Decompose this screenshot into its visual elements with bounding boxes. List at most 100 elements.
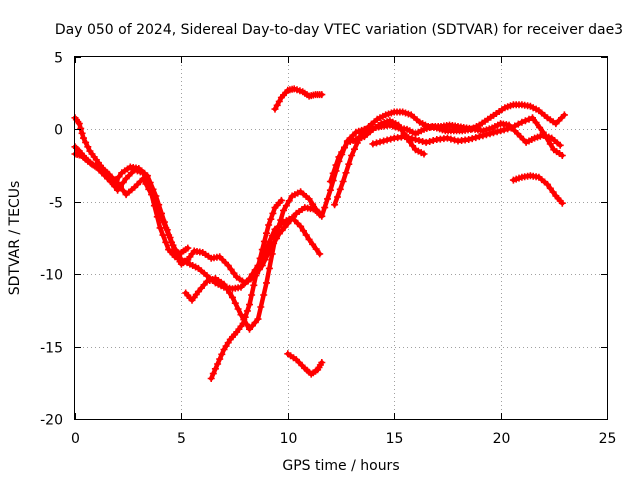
- data-point: [246, 301, 253, 309]
- x-tick-label: 0: [71, 431, 80, 447]
- data-point: [380, 137, 388, 145]
- data-point: [332, 161, 340, 169]
- data-point: [422, 138, 430, 146]
- data-point: [246, 275, 253, 282]
- data-point: [468, 135, 476, 143]
- x-tick-label: 25: [599, 431, 617, 447]
- data-point: [479, 132, 487, 140]
- data-point: [224, 262, 232, 269]
- data-point: [209, 370, 217, 378]
- data-point: [336, 185, 344, 193]
- data-point: [265, 264, 273, 272]
- data-point: [156, 224, 164, 232]
- data-point: [369, 140, 377, 148]
- data-point: [521, 117, 529, 125]
- data-point: [250, 281, 258, 289]
- data-point: [486, 130, 494, 138]
- data-point: [114, 179, 122, 187]
- data-point: [150, 202, 158, 210]
- data-point: [280, 207, 287, 214]
- data-point: [207, 375, 215, 382]
- data-point: [549, 188, 557, 196]
- data-point: [211, 365, 219, 373]
- data-point: [514, 120, 522, 128]
- data-point: [305, 235, 313, 243]
- data-point: [241, 313, 249, 321]
- data-point: [271, 105, 279, 113]
- data-point: [158, 209, 165, 217]
- data-point: [229, 293, 236, 301]
- data-point: [318, 359, 326, 366]
- series-track-5: [207, 196, 285, 382]
- series-track-3: [71, 114, 192, 261]
- data-point: [231, 299, 239, 307]
- data-point: [447, 135, 455, 143]
- data-point: [254, 315, 262, 323]
- data-point: [239, 319, 247, 327]
- data-point: [252, 272, 260, 280]
- data-point: [305, 195, 313, 203]
- data-point: [148, 191, 156, 199]
- data-point: [220, 280, 228, 288]
- data-point: [558, 152, 566, 159]
- data-point: [227, 265, 235, 273]
- data-point: [273, 101, 281, 109]
- data-point: [556, 141, 564, 149]
- data-point: [297, 222, 305, 230]
- data-point: [172, 246, 180, 254]
- data-point: [525, 115, 533, 123]
- data-point: [265, 221, 273, 229]
- data-point: [275, 97, 283, 105]
- data-point: [142, 180, 150, 188]
- data-point: [536, 124, 544, 131]
- data-point: [339, 178, 347, 185]
- data-point: [493, 128, 501, 136]
- grid: [75, 57, 607, 419]
- data-point: [226, 289, 234, 297]
- data-point: [282, 202, 290, 210]
- data-point: [230, 269, 238, 277]
- data-point: [475, 133, 483, 141]
- data-point: [234, 305, 242, 313]
- data-point: [373, 139, 380, 147]
- y-tick-label: -10: [40, 268, 63, 284]
- data-point: [351, 145, 358, 153]
- data-point: [334, 193, 341, 201]
- data-point: [166, 234, 174, 241]
- data-point: [159, 231, 167, 239]
- y-tick-labels: 5 0 -5 -10 -15 -20: [40, 51, 63, 429]
- data-point: [269, 209, 277, 217]
- data-point: [302, 231, 310, 239]
- data-point: [84, 143, 92, 151]
- data-point: [82, 138, 90, 146]
- data-point: [387, 135, 395, 143]
- data-point: [318, 91, 326, 99]
- data-point: [415, 137, 423, 144]
- y-axis-label: SDTVAR / TECUs: [7, 181, 23, 296]
- data-point: [504, 125, 512, 133]
- data-point: [268, 250, 276, 258]
- data-point: [429, 137, 437, 144]
- data-point: [329, 169, 337, 177]
- data-point: [115, 173, 123, 181]
- data-point: [543, 180, 551, 188]
- y-tick-label: -15: [40, 341, 63, 357]
- data-series: [71, 85, 568, 382]
- data-point: [312, 245, 320, 253]
- data-point: [558, 199, 566, 207]
- data-point: [256, 254, 264, 262]
- axis-ticks: [75, 57, 608, 420]
- data-point: [318, 212, 326, 220]
- data-point: [260, 291, 268, 299]
- data-point: [277, 196, 285, 204]
- x-tick-label: 10: [280, 431, 298, 447]
- x-tick-label: 20: [493, 431, 511, 447]
- data-point: [145, 185, 153, 193]
- series-track-6: [271, 85, 326, 113]
- data-point: [335, 153, 343, 161]
- y-tick-label: 5: [54, 51, 63, 67]
- data-point: [109, 180, 117, 188]
- data-point: [412, 136, 419, 143]
- data-point: [546, 184, 554, 192]
- data-point: [408, 135, 416, 143]
